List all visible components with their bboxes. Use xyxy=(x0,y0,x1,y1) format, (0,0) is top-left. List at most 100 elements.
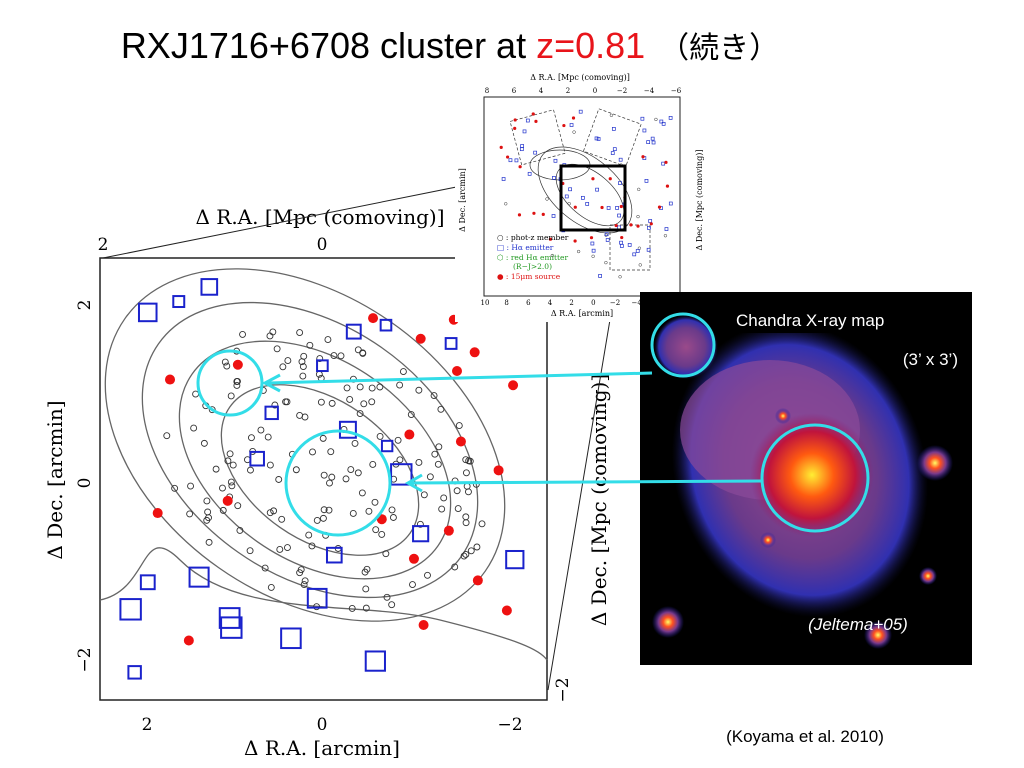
marker xyxy=(261,564,269,572)
marker xyxy=(305,531,313,539)
marker xyxy=(205,538,213,546)
marker xyxy=(453,487,461,495)
marker xyxy=(354,346,362,354)
marker xyxy=(383,593,391,601)
marker xyxy=(598,274,602,278)
marker xyxy=(654,117,658,122)
marker xyxy=(636,224,640,228)
marker xyxy=(569,123,574,127)
marker xyxy=(163,432,171,440)
marker xyxy=(620,235,624,240)
marker xyxy=(127,665,142,680)
marker xyxy=(325,506,333,514)
galaxy-markers xyxy=(119,278,525,680)
marker xyxy=(501,605,512,616)
inset-left-label: Δ Dec. [arcmin] xyxy=(458,168,467,232)
marker xyxy=(618,157,623,162)
marker xyxy=(275,476,283,483)
marker xyxy=(368,384,376,392)
marker xyxy=(513,118,517,122)
marker xyxy=(192,390,200,398)
tick-label: 0 xyxy=(317,715,328,735)
marker xyxy=(596,137,601,141)
marker xyxy=(455,422,463,430)
zoom-box xyxy=(559,164,627,232)
marker xyxy=(326,479,333,487)
marker xyxy=(595,187,599,192)
marker xyxy=(452,366,463,377)
marker xyxy=(553,158,558,163)
marker xyxy=(571,116,576,120)
chandra-label: Chandra X-ray map xyxy=(736,311,884,330)
marker xyxy=(363,565,371,573)
marker xyxy=(380,439,394,453)
tick-label: −4 xyxy=(644,87,655,95)
marker xyxy=(420,491,428,499)
marker xyxy=(407,411,415,418)
marker xyxy=(408,553,419,564)
marker xyxy=(522,129,527,134)
marker xyxy=(611,127,616,131)
marker xyxy=(337,352,345,360)
marker xyxy=(632,252,637,257)
marker xyxy=(306,341,314,349)
marker xyxy=(266,509,274,517)
marker xyxy=(404,429,415,440)
marker xyxy=(467,547,475,555)
marker xyxy=(273,345,281,353)
marker xyxy=(462,519,470,527)
marker xyxy=(354,469,362,477)
citation: (Koyama et al. 2010) xyxy=(726,727,884,746)
marker xyxy=(525,118,530,123)
tick-label: −4 xyxy=(632,299,643,307)
tick-label: 4 xyxy=(548,299,553,307)
marker xyxy=(204,508,212,516)
marker xyxy=(668,201,673,206)
bottom-axis-label: Δ R.A. [arcmin] xyxy=(244,736,400,760)
left-axis-label: Δ Dec. [arcmin] xyxy=(43,400,67,559)
marker xyxy=(200,278,219,296)
marker xyxy=(343,384,351,392)
marker xyxy=(578,109,583,114)
marker xyxy=(591,248,596,253)
marker xyxy=(390,463,413,486)
marker xyxy=(517,213,522,217)
marker xyxy=(664,227,669,231)
marker xyxy=(276,546,284,553)
marker xyxy=(308,542,316,550)
marker xyxy=(438,505,446,513)
marker xyxy=(585,202,590,206)
marker xyxy=(200,439,208,447)
marker xyxy=(629,223,633,227)
main-plot: Δ R.A. [Mpc (comoving)] Δ Dec. [arcmin] … xyxy=(43,205,611,760)
marker xyxy=(508,158,513,163)
marker xyxy=(362,604,370,612)
marker xyxy=(424,571,431,579)
marker xyxy=(349,510,357,517)
marker xyxy=(316,355,324,363)
marker xyxy=(462,551,470,558)
marker xyxy=(430,392,438,399)
tick-label: 10 xyxy=(481,299,490,307)
marker xyxy=(356,383,364,391)
marker xyxy=(371,498,379,506)
marker xyxy=(647,225,651,230)
tick-label: −2 xyxy=(617,87,627,95)
marker xyxy=(464,488,472,496)
marker xyxy=(431,450,439,458)
marker xyxy=(234,377,241,385)
marker xyxy=(347,466,355,474)
marker xyxy=(319,434,327,442)
inset-markers xyxy=(499,109,673,279)
marker xyxy=(266,461,274,469)
marker xyxy=(650,136,655,141)
marker xyxy=(388,506,396,514)
marker xyxy=(635,249,640,253)
tick-label: 0 xyxy=(593,87,597,95)
marker xyxy=(362,585,370,593)
marker xyxy=(278,515,286,523)
marker xyxy=(443,525,454,536)
tick-label: 2 xyxy=(75,300,95,311)
marker xyxy=(320,506,328,514)
tick-label: 2 xyxy=(566,87,570,95)
